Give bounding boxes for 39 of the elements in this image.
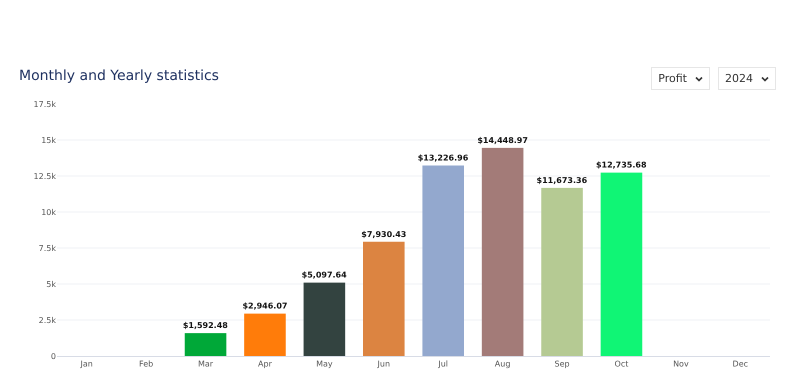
x-tick-label: Dec bbox=[732, 360, 748, 369]
data-label: $12,735.68 bbox=[596, 160, 647, 170]
y-tick-label: 10k bbox=[41, 208, 56, 217]
x-tick-label: Jan bbox=[80, 360, 93, 369]
x-tick-label: May bbox=[316, 360, 333, 369]
y-tick-label: 17.5k bbox=[34, 100, 56, 109]
data-label: $5,097.64 bbox=[302, 270, 348, 280]
data-label: $7,930.43 bbox=[361, 230, 406, 239]
y-tick-label: 5k bbox=[46, 280, 56, 289]
dropdown-field: 2024 bbox=[718, 67, 776, 90]
x-tick-label: Jul bbox=[437, 360, 448, 369]
x-tick-label: Sep bbox=[554, 360, 570, 369]
y-tick-label: 7.5k bbox=[38, 244, 56, 253]
x-tick-label: Mar bbox=[198, 360, 214, 369]
bar bbox=[304, 282, 346, 356]
bar bbox=[184, 333, 226, 356]
chart-title: Monthly and Yearly statistics bbox=[19, 68, 219, 84]
x-tick-label: Nov bbox=[673, 360, 689, 369]
bar bbox=[600, 172, 642, 356]
y-tick-label: 15k bbox=[41, 136, 56, 145]
y-tick-label: 0 bbox=[50, 352, 56, 361]
bar bbox=[244, 314, 286, 356]
bar bbox=[482, 148, 524, 356]
bar bbox=[363, 242, 405, 356]
x-tick-label: Jun bbox=[376, 360, 390, 369]
x-tick-label: Feb bbox=[139, 360, 154, 369]
x-tick-label: Aug bbox=[494, 360, 510, 369]
y-tick-label: 2.5k bbox=[38, 316, 56, 325]
x-tick-label: Oct bbox=[614, 360, 628, 369]
dropdown-field: Profit bbox=[651, 67, 710, 90]
bar bbox=[541, 188, 583, 356]
data-label: $11,673.36 bbox=[536, 176, 588, 185]
data-label: $1,592.48 bbox=[182, 321, 228, 330]
data-label: $14,448.97 bbox=[477, 136, 528, 145]
data-label: $2,946.07 bbox=[242, 302, 288, 311]
data-label: $13,226.96 bbox=[418, 154, 469, 163]
x-tick-label: Apr bbox=[258, 360, 273, 369]
bar bbox=[422, 166, 464, 356]
y-tick-label: 12.5k bbox=[34, 172, 56, 181]
